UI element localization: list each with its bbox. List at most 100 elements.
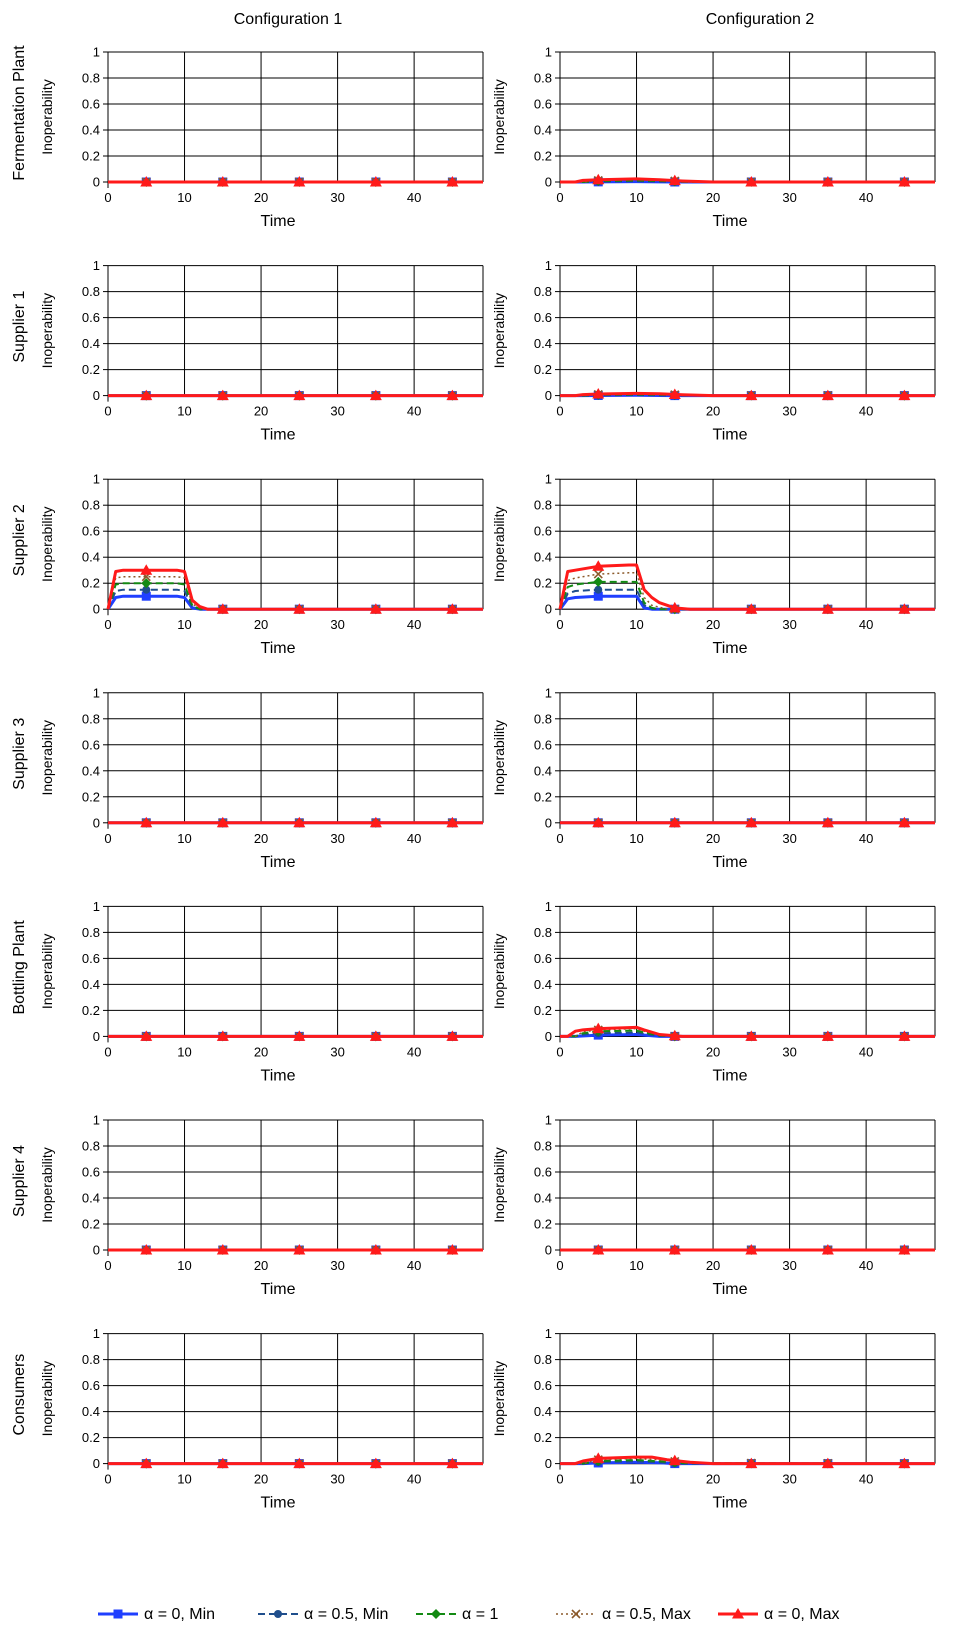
grid <box>559 478 936 610</box>
y-tick-label: 0.4 <box>534 1404 552 1419</box>
y-tick-label: 0 <box>545 1456 552 1471</box>
series-point <box>592 173 605 185</box>
x-tick-label: 0 <box>104 1472 111 1487</box>
x-tick-label: 20 <box>254 1472 268 1487</box>
x-tick-label: 20 <box>254 404 268 419</box>
grid <box>107 905 484 1037</box>
panels: 00.20.40.60.810 10 20 30 40TimeInoperability… <box>11 45 936 1512</box>
series-point <box>821 176 834 187</box>
series-point-b <box>593 569 603 579</box>
column-labels: Configuration 1 Configuration 2 <box>234 11 815 28</box>
y-tick-label: 0.6 <box>534 1378 552 1393</box>
y-tick-label: 0.6 <box>82 310 100 325</box>
series-point <box>593 576 604 587</box>
series-point <box>821 389 834 401</box>
series-point <box>369 816 382 828</box>
series-point <box>821 603 834 614</box>
series-point <box>446 1244 459 1255</box>
y-tick-label: 0.2 <box>82 789 100 804</box>
x-tick-label: 10 <box>177 1258 191 1273</box>
series-point <box>745 603 758 614</box>
x-tick-label: 10 <box>177 1044 191 1059</box>
series-point <box>216 176 229 187</box>
legend-item-1: α = 0, Min <box>98 1606 215 1623</box>
series-point <box>745 1030 758 1041</box>
y-tick-label: 0.6 <box>82 951 100 966</box>
y-tick-label: 0.6 <box>82 737 100 752</box>
x-tick-label: 30 <box>330 617 344 632</box>
y-tick-label: 0 <box>93 1243 100 1258</box>
panel-bottling-plant-1: 00.20.40.60.810 10 20 30 40TimeInoperability… <box>11 899 484 1084</box>
legend-label: α = 0, Min <box>144 1606 215 1623</box>
y-tick-label: 0.8 <box>534 71 552 86</box>
x-axis-label: Time <box>713 854 748 871</box>
y-tick-label: 0 <box>545 175 552 190</box>
series-point <box>745 816 758 828</box>
x-tick-label: 0 <box>556 190 563 205</box>
legend-marker-b <box>571 1609 581 1619</box>
x-tick-label: 40 <box>859 190 873 205</box>
series-point <box>142 585 151 594</box>
series-point <box>592 388 605 399</box>
series-point <box>821 1457 834 1469</box>
y-axis-label: Inoperability <box>491 293 507 369</box>
y-tick-label: 0.4 <box>82 1191 100 1206</box>
y-axis-label: Inoperability <box>39 506 55 582</box>
series-point <box>745 389 758 401</box>
x-tick-label: 20 <box>706 617 720 632</box>
y-tick-label: 1 <box>93 258 100 273</box>
series-point <box>293 389 306 401</box>
grid <box>107 1119 484 1250</box>
series-point <box>446 389 459 401</box>
grid <box>559 1119 936 1250</box>
x-tick-label: 0 <box>104 831 111 846</box>
series-line <box>559 580 935 611</box>
x-tick-label: 10 <box>629 404 643 419</box>
y-tick-label: 1 <box>93 1113 100 1128</box>
y-tick-label: 0.8 <box>82 1139 100 1154</box>
y-tick-label: 1 <box>545 685 552 700</box>
x-tick-label: 10 <box>629 1258 643 1273</box>
series-point <box>140 816 153 828</box>
y-tick-label: 0.8 <box>534 284 552 299</box>
x-tick-label: 20 <box>706 190 720 205</box>
legend: α = 0, Min α = 0.5, Min α = 1 α = 0.5, Max α… <box>98 1606 840 1623</box>
y-tick-label: 0.6 <box>534 737 552 752</box>
series-point <box>369 1030 382 1041</box>
x-axis-label: Time <box>713 1495 748 1512</box>
y-tick-label: 0.6 <box>82 1378 100 1393</box>
x-tick-label: 20 <box>254 1044 268 1059</box>
y-tick-label: 0.4 <box>534 123 552 138</box>
x-tick-label: 20 <box>254 617 268 632</box>
series-point <box>141 591 151 601</box>
grid <box>107 692 484 823</box>
y-axis-label: Inoperability <box>491 1361 507 1437</box>
y-tick-label: 0.2 <box>534 1430 552 1445</box>
series-point <box>446 1030 459 1041</box>
y-tick-label: 1 <box>545 1113 552 1128</box>
series-point <box>293 1030 306 1041</box>
x-tick-label: 30 <box>330 1258 344 1273</box>
x-tick-label: 0 <box>556 404 563 419</box>
y-tick-label: 0.6 <box>534 524 552 539</box>
panel-supplier-4-1: 00.20.40.60.810 10 20 30 40TimeInoperability… <box>11 1113 484 1298</box>
series-point <box>369 1244 382 1255</box>
y-tick-label: 0.4 <box>82 1404 100 1419</box>
panel-supplier-3-1: 00.20.40.60.810 10 20 30 40TimeInoperability… <box>11 685 484 871</box>
x-tick-label: 20 <box>706 1044 720 1059</box>
series-0-max <box>560 388 935 401</box>
series-point <box>369 389 382 401</box>
series-0-max <box>108 389 483 401</box>
y-tick-label: 0.2 <box>534 149 552 164</box>
x-tick-label: 40 <box>859 831 873 846</box>
series-point <box>141 578 152 589</box>
x-tick-label: 20 <box>706 404 720 419</box>
x-tick-label: 0 <box>104 617 111 632</box>
y-tick-label: 0 <box>545 815 552 830</box>
legend-item-3: α = 1 <box>416 1606 498 1623</box>
series-line <box>107 575 483 610</box>
x-tick-label: 0 <box>556 617 563 632</box>
panel-consumers-1: 00.20.40.60.810 10 20 30 40TimeInoperability… <box>11 1326 484 1512</box>
y-tick-label: 0 <box>93 1029 100 1044</box>
series-point <box>140 1457 153 1469</box>
